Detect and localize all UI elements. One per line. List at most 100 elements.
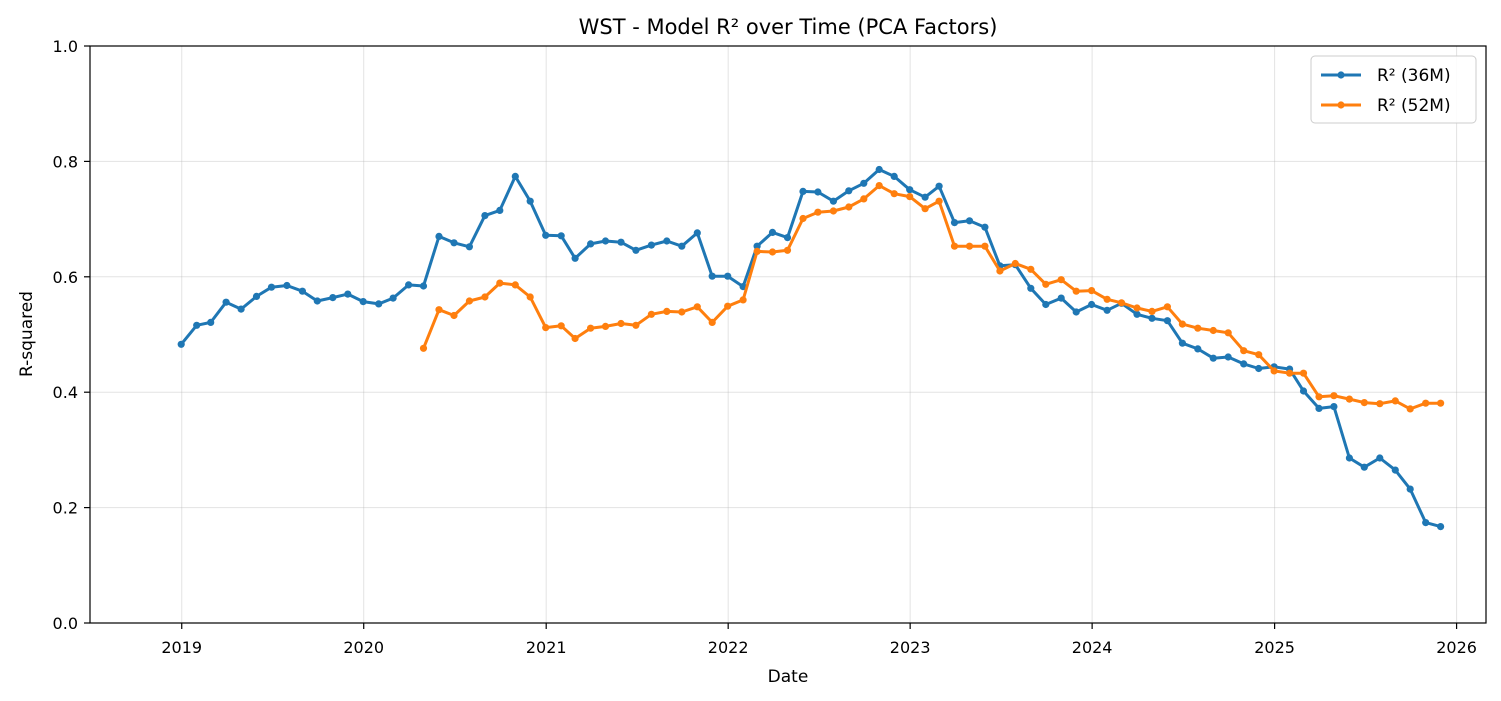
data-point <box>419 282 428 290</box>
x-axis-title: Date <box>768 667 809 687</box>
y-tick-label: 0.2 <box>53 499 78 518</box>
data-point <box>996 267 1004 275</box>
y-axis-title: R-squared <box>17 291 37 377</box>
data-point <box>1133 304 1141 312</box>
data-point <box>329 294 337 302</box>
data-point <box>981 223 989 231</box>
data-point <box>207 318 215 326</box>
legend: R² (36M) R² (52M) <box>1310 55 1477 124</box>
data-point <box>526 197 534 205</box>
data-point <box>375 300 383 308</box>
data-point <box>1057 276 1065 284</box>
data-point <box>542 324 550 332</box>
data-point <box>1255 351 1263 359</box>
data-point <box>526 293 534 301</box>
data-point <box>542 231 550 239</box>
data-point <box>496 279 504 287</box>
data-point <box>1437 523 1445 531</box>
data-point <box>935 197 943 205</box>
data-point <box>1133 310 1141 318</box>
data-point <box>450 239 458 247</box>
data-point <box>768 228 777 236</box>
data-point <box>1163 303 1171 311</box>
data-point <box>557 322 565 330</box>
data-point <box>935 182 943 190</box>
data-point <box>1027 284 1035 292</box>
data-point <box>950 242 959 250</box>
data-point <box>1194 345 1202 353</box>
data-point <box>663 237 671 245</box>
data-point <box>298 287 306 295</box>
data-point <box>313 297 321 305</box>
data-point <box>1011 259 1019 268</box>
data-point <box>1103 295 1111 303</box>
data-point <box>739 296 747 304</box>
data-point <box>965 217 974 225</box>
data-point <box>1117 299 1126 307</box>
series-r-36m <box>177 165 1445 531</box>
x-tick-label: 2026 <box>1436 638 1477 657</box>
series-r-52m <box>419 182 1445 413</box>
y-tick-label: 0.4 <box>53 383 78 402</box>
y-tick-label: 0.0 <box>53 614 78 633</box>
data-point <box>1391 397 1399 405</box>
data-point <box>1088 300 1096 309</box>
data-point <box>1072 287 1080 295</box>
legend-label: R² (52M) <box>1377 96 1451 116</box>
data-point <box>1345 454 1353 462</box>
y-tick-label: 0.6 <box>53 268 78 287</box>
data-point <box>1163 317 1171 325</box>
data-point <box>511 172 519 180</box>
data-point <box>283 281 291 290</box>
x-tick-label: 2020 <box>343 638 384 657</box>
data-point <box>678 242 686 250</box>
data-point <box>647 310 656 318</box>
data-point <box>693 229 701 237</box>
data-point <box>845 187 853 195</box>
data-point <box>768 248 777 256</box>
data-point <box>965 242 974 250</box>
y-tick-label: 0.8 <box>53 152 78 171</box>
data-point <box>1437 399 1445 407</box>
data-point <box>1224 329 1232 337</box>
legend-marker <box>1337 71 1345 79</box>
y-tick-label: 1.0 <box>53 37 78 56</box>
x-tick-label: 2022 <box>708 638 749 657</box>
data-point <box>1270 367 1278 375</box>
data-point <box>1027 265 1035 273</box>
data-point <box>177 340 185 348</box>
data-point <box>481 293 489 301</box>
data-point <box>435 306 443 314</box>
data-point <box>1103 306 1111 314</box>
plot-frame <box>89 45 1487 624</box>
chart-title: WST - Model R² over Time (PCA Factors) <box>579 15 998 39</box>
data-point <box>890 172 898 180</box>
data-point <box>617 319 625 328</box>
data-point <box>601 322 610 330</box>
data-point <box>1042 280 1050 288</box>
data-point <box>1360 399 1368 407</box>
data-point <box>1330 403 1338 411</box>
data-point <box>1422 399 1430 407</box>
data-point <box>753 247 761 255</box>
legend-marker <box>1337 101 1345 109</box>
data-point <box>724 272 732 280</box>
data-point <box>1299 369 1308 377</box>
data-point <box>921 205 929 213</box>
series-line <box>179 168 1443 529</box>
data-point <box>632 321 640 329</box>
data-point <box>252 292 261 300</box>
data-point <box>1194 324 1202 332</box>
data-point <box>496 206 504 214</box>
data-point <box>678 308 686 316</box>
data-point <box>875 182 883 190</box>
axes: 2019 2020 2021 2022 2023 2024 2025 2026 0.0 0.2 0.… <box>53 37 1477 657</box>
data-point <box>724 302 732 310</box>
data-point <box>511 281 519 289</box>
data-point <box>419 344 428 352</box>
data-point <box>1057 294 1065 302</box>
data-point <box>1178 339 1186 347</box>
data-point <box>829 197 838 205</box>
data-point <box>1376 454 1384 462</box>
